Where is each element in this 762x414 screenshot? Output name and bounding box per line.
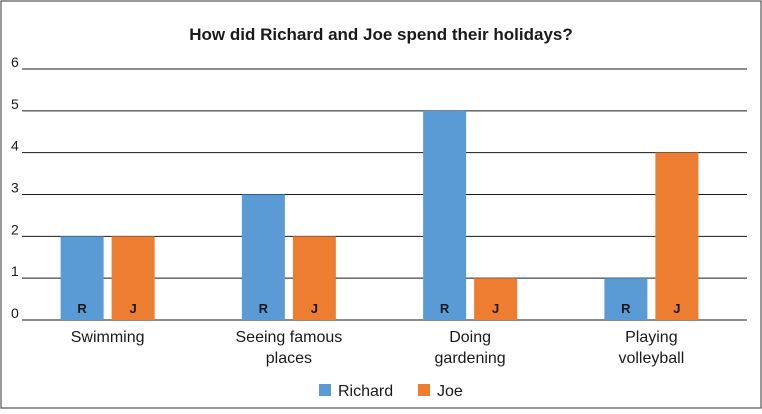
x-category-label: Playing [625, 329, 677, 346]
bar-letter-label: J [673, 301, 680, 316]
y-tick-label: 5 [11, 96, 19, 112]
x-axis-labels: Swimming Seeing famous places Doing gardenin… [71, 329, 685, 367]
legend-swatch-joe [418, 384, 430, 396]
bar-joe [474, 278, 518, 320]
bar-richard [423, 110, 467, 320]
y-axis-ticks: 0 1 2 3 4 5 6 [11, 54, 19, 321]
chart-title: How did Richard and Joe spend their holi… [189, 25, 573, 44]
bar-joe [292, 236, 336, 320]
y-tick-label: 6 [11, 54, 19, 70]
bar-richard [604, 278, 648, 320]
y-tick-label: 2 [11, 221, 19, 237]
x-category-label: volleyball [618, 350, 684, 367]
legend-label-joe: Joe [437, 383, 463, 400]
legend-swatch-richard [319, 384, 331, 396]
y-tick-label: 3 [11, 180, 19, 196]
bar-joe [655, 152, 699, 320]
bar-letter-label: J [311, 301, 318, 316]
bar-richard [241, 194, 285, 320]
bar-letter-label: J [492, 301, 499, 316]
y-tick-label: 1 [11, 263, 19, 279]
legend-label-richard: Richard [338, 383, 393, 400]
bar-richard [60, 236, 104, 320]
x-category-label: places [266, 350, 312, 367]
y-tick-label: 0 [11, 305, 19, 321]
x-category-label: gardening [435, 350, 506, 367]
x-category-label: Swimming [71, 329, 145, 346]
bar-letter-label: J [130, 301, 137, 316]
bar-letter-label: R [259, 301, 269, 316]
legend: Richard Joe [319, 383, 463, 400]
x-category-label: Seeing famous [236, 329, 343, 346]
x-category-label: Doing [449, 329, 491, 346]
bar-letter-label: R [621, 301, 631, 316]
bar-letter-label: R [77, 301, 87, 316]
y-tick-label: 4 [11, 138, 19, 154]
bar-joe [111, 236, 155, 320]
bar-letter-label: R [440, 301, 450, 316]
